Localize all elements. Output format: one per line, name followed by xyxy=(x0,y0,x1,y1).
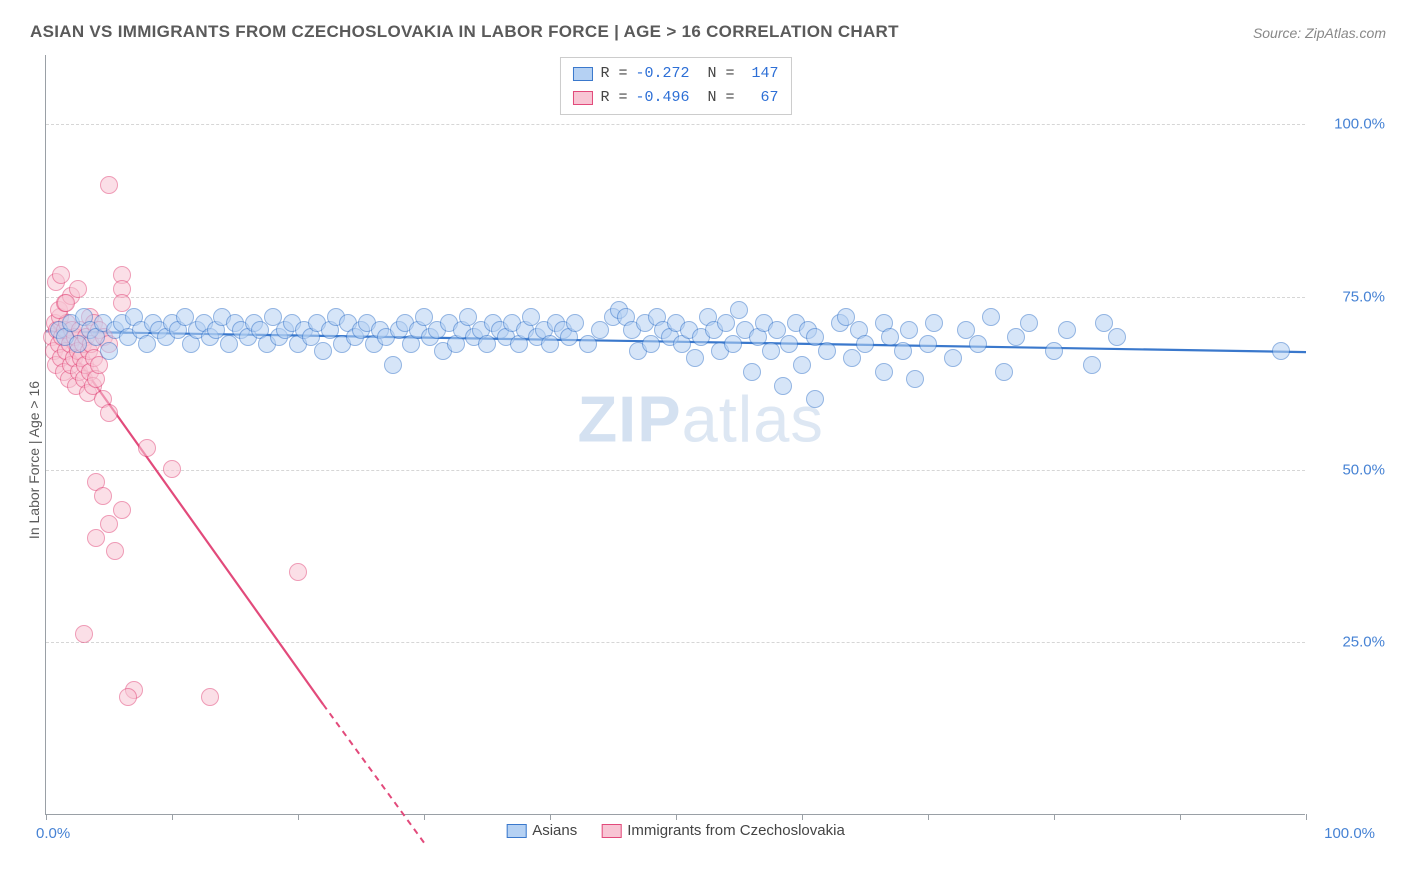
r-label: R = xyxy=(600,62,627,86)
data-point xyxy=(1007,328,1025,346)
data-point xyxy=(743,363,761,381)
data-point xyxy=(119,688,137,706)
data-point xyxy=(100,404,118,422)
data-point xyxy=(384,356,402,374)
data-point xyxy=(52,266,70,284)
data-point xyxy=(220,335,238,353)
x-axis-min-label: 0.0% xyxy=(36,825,70,842)
r-value: -0.496 xyxy=(635,86,689,110)
correlation-legend: R = -0.272 N = 147 R = -0.496 N = 67 xyxy=(559,57,791,115)
data-point xyxy=(982,308,1000,326)
x-axis-max-label: 100.0% xyxy=(1324,825,1375,842)
x-tick xyxy=(1054,814,1055,820)
x-tick xyxy=(46,814,47,820)
data-point xyxy=(919,335,937,353)
x-tick xyxy=(298,814,299,820)
legend-swatch xyxy=(572,91,592,105)
data-point xyxy=(541,335,559,353)
legend-label: Immigrants from Czechoslovakia xyxy=(627,822,845,839)
data-point xyxy=(818,342,836,360)
data-point xyxy=(1045,342,1063,360)
data-point xyxy=(478,335,496,353)
legend-row: R = -0.496 N = 67 xyxy=(572,86,778,110)
data-point xyxy=(579,335,597,353)
n-label: N = xyxy=(708,86,735,110)
source-attribution: Source: ZipAtlas.com xyxy=(1253,25,1386,41)
legend-row: R = -0.272 N = 147 xyxy=(572,62,778,86)
x-tick xyxy=(802,814,803,820)
data-point xyxy=(100,176,118,194)
data-point xyxy=(944,349,962,367)
r-label: R = xyxy=(600,86,627,110)
data-point xyxy=(925,314,943,332)
data-point xyxy=(780,335,798,353)
legend-swatch xyxy=(601,824,621,838)
data-point xyxy=(906,370,924,388)
data-point xyxy=(843,349,861,367)
data-point xyxy=(806,390,824,408)
data-point xyxy=(57,294,75,312)
data-point xyxy=(1108,328,1126,346)
n-value: 147 xyxy=(743,62,779,86)
data-point xyxy=(75,625,93,643)
data-point xyxy=(138,335,156,353)
data-point xyxy=(1020,314,1038,332)
x-tick xyxy=(424,814,425,820)
trend-lines xyxy=(46,55,1305,814)
data-point xyxy=(875,363,893,381)
data-point xyxy=(900,321,918,339)
data-point xyxy=(1058,321,1076,339)
data-point xyxy=(1083,356,1101,374)
data-point xyxy=(113,501,131,519)
legend-item: Immigrants from Czechoslovakia xyxy=(601,822,845,839)
data-point xyxy=(94,487,112,505)
legend-label: Asians xyxy=(532,822,577,839)
r-value: -0.272 xyxy=(635,62,689,86)
data-point xyxy=(686,349,704,367)
legend-swatch xyxy=(572,67,592,81)
data-point xyxy=(87,529,105,547)
data-point xyxy=(591,321,609,339)
x-tick xyxy=(550,814,551,820)
x-tick xyxy=(172,814,173,820)
n-value: 67 xyxy=(743,86,779,110)
data-point xyxy=(717,314,735,332)
data-point xyxy=(995,363,1013,381)
data-point xyxy=(724,335,742,353)
data-point xyxy=(793,356,811,374)
x-tick xyxy=(1306,814,1307,820)
n-label: N = xyxy=(708,62,735,86)
data-point xyxy=(289,563,307,581)
data-point xyxy=(856,335,874,353)
y-tick-label: 25.0% xyxy=(1342,634,1385,651)
x-tick xyxy=(676,814,677,820)
x-tick xyxy=(928,814,929,820)
x-tick xyxy=(1180,814,1181,820)
chart-title: ASIAN VS IMMIGRANTS FROM CZECHOSLOVAKIA … xyxy=(30,22,899,42)
data-point xyxy=(969,335,987,353)
y-axis-title: In Labor Force | Age > 16 xyxy=(26,381,42,539)
data-point xyxy=(106,542,124,560)
data-point xyxy=(314,342,332,360)
data-point xyxy=(69,335,87,353)
plot-area: ZIPatlas R =-0.272N =147R =-0.496N =67 0… xyxy=(45,55,1305,815)
data-point xyxy=(1272,342,1290,360)
data-point xyxy=(100,515,118,533)
data-point xyxy=(642,335,660,353)
y-tick-label: 75.0% xyxy=(1342,288,1385,305)
y-tick-label: 50.0% xyxy=(1342,461,1385,478)
data-point xyxy=(138,439,156,457)
data-point xyxy=(774,377,792,395)
data-point xyxy=(100,342,118,360)
series-legend: Asians Immigrants from Czechoslovakia xyxy=(506,822,845,839)
data-point xyxy=(163,460,181,478)
data-point xyxy=(566,314,584,332)
data-point xyxy=(730,301,748,319)
y-tick-label: 100.0% xyxy=(1334,116,1385,133)
data-point xyxy=(201,688,219,706)
data-point xyxy=(894,342,912,360)
legend-swatch xyxy=(506,824,526,838)
data-point xyxy=(762,342,780,360)
legend-item: Asians xyxy=(506,822,577,839)
